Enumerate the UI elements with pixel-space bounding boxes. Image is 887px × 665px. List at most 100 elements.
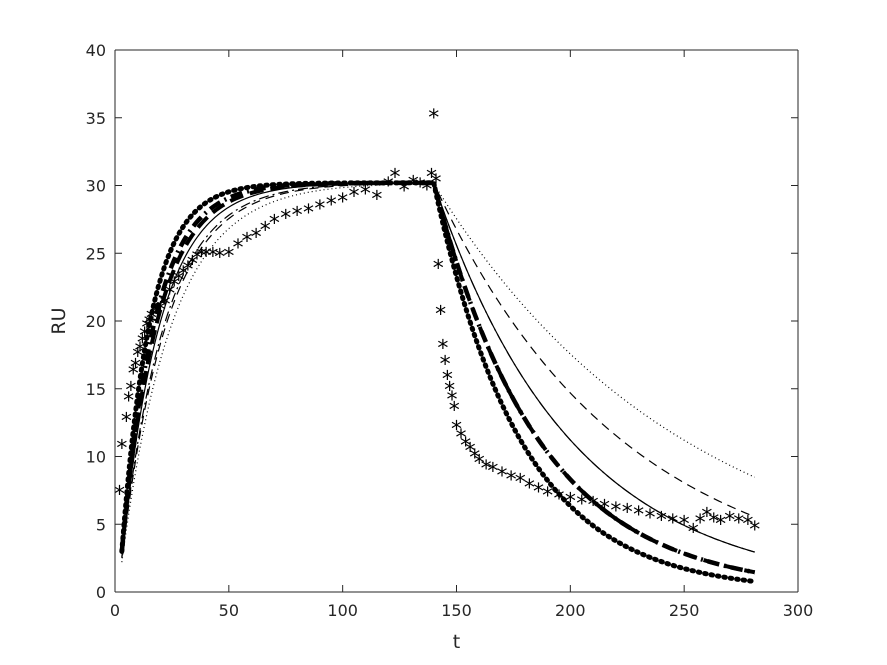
data-point-marker: * — [207, 244, 218, 269]
data-point-marker: * — [399, 179, 410, 204]
x-tick-label: 150 — [441, 601, 472, 620]
data-point-marker: * — [408, 172, 419, 197]
data-point-marker: * — [135, 339, 146, 364]
data-point-marker: * — [121, 410, 132, 435]
data-point-marker: * — [724, 508, 735, 533]
data-point-marker: * — [542, 484, 553, 509]
ticks-layer: 0 50 100 150 200 250 300 0 5 10 15 20 25 30 35 40 — [86, 41, 814, 620]
data-point-marker: * — [173, 269, 184, 294]
data-point-marker: * — [524, 476, 535, 501]
data-point-marker: * — [251, 225, 262, 250]
y-tick-label: 40 — [86, 41, 106, 60]
data-point-marker: * — [137, 331, 148, 356]
y-axis-title: RU — [48, 307, 70, 334]
data-point-marker: * — [497, 464, 508, 489]
data-point-marker: * — [178, 263, 189, 288]
data-point-marker: * — [749, 518, 760, 543]
data-point-marker: * — [437, 336, 448, 361]
data-point-marker: * — [610, 499, 621, 524]
data-point-marker: * — [187, 252, 198, 277]
data-point-marker: * — [125, 378, 136, 403]
data-point-marker: * — [303, 201, 314, 226]
data-point-marker: * — [426, 166, 437, 191]
data-point-marker: * — [314, 197, 325, 222]
data-point-marker: * — [679, 513, 690, 538]
data-point-marker: * — [622, 500, 633, 525]
data-point-marker: * — [481, 457, 492, 482]
data-point-marker: * — [164, 282, 175, 307]
data-point-marker: * — [114, 483, 125, 508]
data-point-marker: * — [160, 293, 171, 318]
data-point-marker: * — [553, 487, 564, 512]
data-point-marker: * — [701, 504, 712, 529]
data-point-marker: * — [576, 492, 587, 517]
data-point-marker: * — [214, 246, 225, 271]
data-point-marker: * — [449, 399, 460, 424]
data-point-marker: * — [446, 388, 457, 413]
data-point-marker: * — [487, 460, 498, 485]
data-point-marker: * — [150, 301, 161, 326]
data-point-marker: * — [442, 368, 453, 393]
y-tick-label: 35 — [86, 109, 106, 128]
data-point-marker: * — [733, 511, 744, 536]
data-point-marker: * — [460, 434, 471, 459]
data-point-marker: * — [191, 247, 202, 272]
data-point-marker: * — [326, 193, 337, 218]
data-point-marker: * — [565, 490, 576, 515]
data-point-marker: * — [421, 178, 432, 203]
plot-area — [115, 50, 798, 592]
y-tick-label: 30 — [86, 177, 106, 196]
data-point-marker: * — [390, 166, 401, 191]
data-point-marker: * — [196, 244, 207, 269]
y-tick-label: 5 — [96, 515, 106, 534]
data-point-marker: * — [533, 480, 544, 505]
data-point-marker: * — [223, 244, 234, 269]
fit-curve-heavy-dashed — [119, 180, 756, 575]
data-point-marker: * — [146, 307, 157, 332]
fit-curve-thin-dashed — [121, 182, 755, 559]
data-point-marker: * — [645, 506, 656, 531]
x-tick-label: 200 — [555, 601, 586, 620]
data-point-marker: * — [155, 298, 166, 323]
x-tick-label: 50 — [219, 601, 239, 620]
x-tick-label: 300 — [783, 601, 814, 620]
data-point-marker: * — [132, 345, 143, 370]
data-point-marker: * — [141, 316, 152, 341]
data-point-marker: * — [242, 229, 253, 254]
data-point-marker: * — [269, 212, 280, 237]
x-tick-label: 250 — [669, 601, 700, 620]
data-point-marker: * — [715, 513, 726, 538]
y-tick-label: 15 — [86, 380, 106, 399]
data-point-marker: * — [742, 513, 753, 538]
data-point-marker: * — [667, 511, 678, 536]
data-point-marker: * — [656, 508, 667, 533]
y-tick-label: 25 — [86, 244, 106, 263]
data-point-marker: * — [130, 355, 141, 380]
data-point-marker: * — [201, 244, 212, 269]
data-point-marker: * — [116, 437, 127, 462]
x-tick-label: 0 — [110, 601, 120, 620]
data-point-marker: * — [708, 510, 719, 535]
data-point-marker: * — [260, 219, 271, 244]
data-point-marker: * — [515, 471, 526, 496]
data-point-marker: * — [144, 312, 155, 337]
data-point-marker: * — [456, 426, 467, 451]
data-point-marker: * — [469, 446, 480, 471]
fit-curves-layer — [119, 180, 758, 585]
fit-curve-thin-dash-dot — [121, 182, 755, 557]
data-point-marker: * — [128, 362, 139, 387]
data-point-marker: * — [465, 439, 476, 464]
data-point-marker: * — [383, 174, 394, 199]
data-point-marker: * — [633, 503, 644, 528]
data-point-marker: * — [433, 256, 444, 281]
data-point-marker: * — [123, 389, 134, 414]
data-point-marker: * — [232, 236, 243, 261]
data-point-marker: * — [337, 190, 348, 215]
data-point-marker: * — [415, 175, 426, 200]
x-axis-title: t — [453, 631, 460, 653]
data-point-marker: * — [139, 324, 150, 349]
data-point-marker: * — [280, 206, 291, 231]
data-point-marker: * — [444, 378, 455, 403]
